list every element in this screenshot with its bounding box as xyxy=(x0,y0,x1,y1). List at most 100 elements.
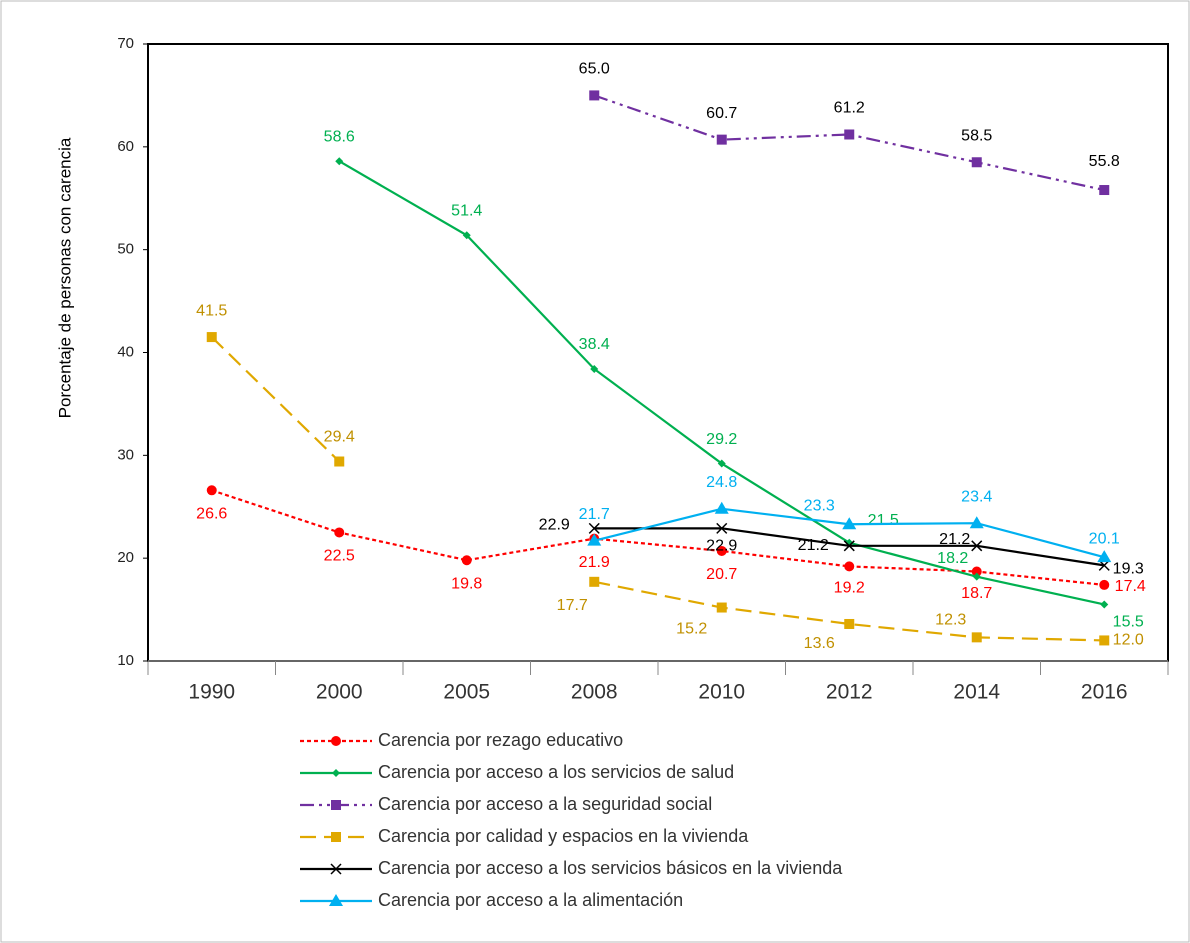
x-tick-label: 2014 xyxy=(953,681,1000,704)
data-point xyxy=(334,456,345,467)
data-point xyxy=(843,540,855,552)
data-label: 20.1 xyxy=(1089,530,1120,547)
x-tick-label: 1990 xyxy=(188,681,235,704)
data-label: 58.6 xyxy=(324,128,355,145)
data-point xyxy=(1097,550,1112,563)
data-point xyxy=(461,555,472,566)
data-point xyxy=(716,545,727,556)
data-point xyxy=(714,501,729,514)
y-tick-label: 50 xyxy=(117,241,134,258)
data-label: 21.9 xyxy=(579,554,610,571)
data-point xyxy=(206,485,217,496)
y-tick-label: 40 xyxy=(117,343,134,360)
data-point xyxy=(972,572,981,581)
data-label: 21.2 xyxy=(939,531,970,548)
x-tick-label: 2008 xyxy=(571,681,618,704)
data-label: 15.5 xyxy=(1113,614,1144,631)
data-point xyxy=(844,618,855,629)
data-point xyxy=(717,459,726,468)
legend-label: Carencia por acceso a los servicios de s… xyxy=(378,762,734,782)
data-point xyxy=(716,522,728,534)
data-label: 19.8 xyxy=(451,575,482,592)
data-label: 12.3 xyxy=(935,612,966,629)
data-point xyxy=(1100,600,1109,609)
data-label: 24.8 xyxy=(706,474,737,491)
legend-marker xyxy=(330,863,342,875)
data-point xyxy=(206,332,217,343)
legend-label: Carencia por calidad y espacios en la vi… xyxy=(378,826,749,846)
series-line xyxy=(210,336,1105,642)
legend-marker xyxy=(332,769,340,777)
legend-label: Carencia por acceso a la alimentación xyxy=(378,890,683,910)
data-label: 13.6 xyxy=(804,635,835,652)
data-point xyxy=(588,522,600,534)
data-point xyxy=(1099,579,1110,590)
data-label: 15.2 xyxy=(676,621,707,638)
data-label: 17.4 xyxy=(1115,578,1146,595)
data-label: 18.7 xyxy=(961,585,992,602)
data-label: 58.5 xyxy=(961,127,992,144)
data-label: 23.4 xyxy=(961,488,992,505)
data-label: 17.7 xyxy=(557,597,588,614)
data-point xyxy=(716,602,727,613)
y-tick-label: 70 xyxy=(117,35,134,52)
data-point xyxy=(716,134,727,145)
legend-marker xyxy=(331,736,341,746)
data-label: 21.7 xyxy=(579,506,610,523)
data-point xyxy=(969,516,984,529)
data-label: 65.0 xyxy=(579,61,610,78)
y-tick-label: 20 xyxy=(117,549,134,566)
data-point xyxy=(587,533,602,546)
data-label: 22.9 xyxy=(539,517,570,534)
data-point xyxy=(971,632,982,643)
x-tick-label: 2000 xyxy=(316,681,363,704)
data-label: 29.2 xyxy=(706,431,737,448)
x-tick-label: 2016 xyxy=(1081,681,1128,704)
data-point xyxy=(844,129,855,140)
data-label: 21.5 xyxy=(868,512,899,529)
legend-label: Carencia por acceso a los servicios bási… xyxy=(378,858,843,878)
data-point xyxy=(589,90,600,101)
x-tick-label: 2005 xyxy=(443,681,490,704)
legend-marker xyxy=(331,832,341,842)
legend-marker xyxy=(331,800,341,810)
data-label: 23.3 xyxy=(804,497,835,514)
series-line xyxy=(593,94,1105,192)
y-tick-label: 10 xyxy=(117,652,134,669)
legend-marker xyxy=(329,894,343,906)
data-label: 38.4 xyxy=(579,336,610,353)
y-tick-label: 30 xyxy=(117,446,134,463)
data-point xyxy=(844,561,855,572)
x-tick-label: 2010 xyxy=(698,681,745,704)
data-point xyxy=(971,157,982,168)
data-label: 12.0 xyxy=(1113,632,1144,649)
data-point xyxy=(971,540,983,552)
y-axis-label: Porcentaje de personas con carencia xyxy=(55,137,74,418)
data-point xyxy=(1099,185,1110,196)
legend-label: Carencia por acceso a la seguridad socia… xyxy=(378,794,712,814)
data-point xyxy=(971,566,982,577)
data-label: 60.7 xyxy=(706,105,737,122)
data-label: 41.5 xyxy=(196,302,227,319)
data-label: 51.4 xyxy=(451,202,482,219)
data-label: 29.4 xyxy=(324,429,355,446)
data-label: 19.3 xyxy=(1113,561,1144,578)
data-label: 18.2 xyxy=(937,550,968,567)
data-point xyxy=(1099,635,1110,646)
data-label: 21.2 xyxy=(798,537,829,554)
y-tick-label: 60 xyxy=(117,138,134,155)
data-label: 61.2 xyxy=(834,100,865,117)
data-label: 20.7 xyxy=(706,566,737,583)
data-label: 19.2 xyxy=(834,580,865,597)
data-label: 22.5 xyxy=(324,548,355,565)
x-tick-label: 2012 xyxy=(826,681,873,704)
legend-label: Carencia por rezago educativo xyxy=(378,730,623,750)
data-point xyxy=(590,364,599,373)
data-point xyxy=(842,517,857,530)
data-label: 22.9 xyxy=(706,538,737,555)
data-label: 55.8 xyxy=(1089,153,1120,170)
data-point xyxy=(462,231,471,240)
data-point xyxy=(589,576,600,587)
